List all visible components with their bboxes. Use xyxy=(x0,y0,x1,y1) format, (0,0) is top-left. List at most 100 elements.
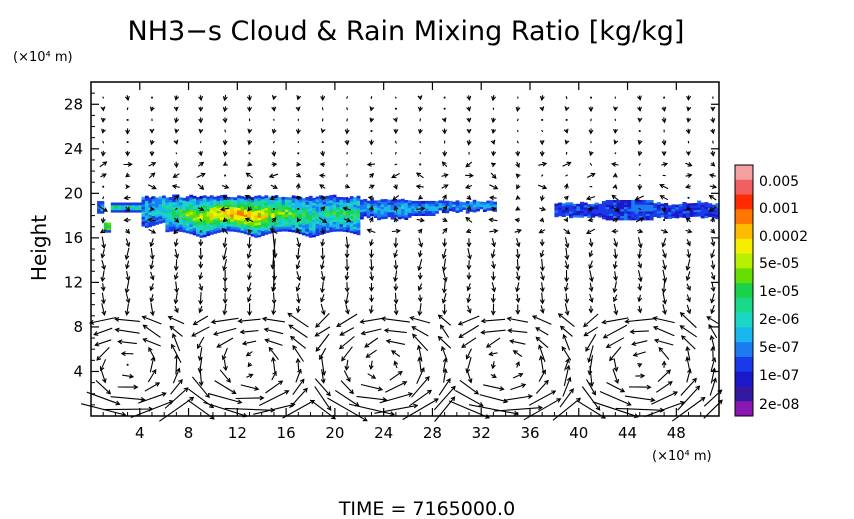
cloud-cell xyxy=(206,233,211,236)
wind-vector-head xyxy=(268,173,275,179)
cloud-cell xyxy=(401,201,405,204)
wind-vector xyxy=(143,324,161,338)
cloud-cell xyxy=(612,213,617,216)
cloud-cell xyxy=(131,202,135,206)
cloud-cell xyxy=(274,207,279,211)
wind-vector-head xyxy=(151,229,157,234)
cloud-cell xyxy=(715,203,720,206)
wind-vector-head xyxy=(637,297,643,303)
cloud-cell xyxy=(704,202,709,205)
colorbar-swatch xyxy=(735,312,753,328)
cloud-cell xyxy=(274,200,279,203)
wind-vector xyxy=(172,185,180,188)
cloud-cell xyxy=(587,204,592,207)
wind-vector xyxy=(171,344,182,363)
cloud-cell xyxy=(700,209,705,212)
cloud-cell xyxy=(561,205,566,209)
wind-vector-head xyxy=(245,172,251,178)
cloud-cell xyxy=(151,196,156,199)
cloud-cell xyxy=(209,214,214,218)
cloud-cell xyxy=(192,217,197,221)
cloud-cell xyxy=(572,203,577,207)
wind-vector-head xyxy=(441,117,447,123)
cloud-cell xyxy=(243,224,248,227)
cloud-cell xyxy=(284,201,289,205)
wind-vector xyxy=(191,326,210,337)
cloud-cell xyxy=(315,199,320,202)
wind-vector-head xyxy=(564,264,570,270)
wind-vector-head xyxy=(175,367,181,373)
wind-vector-head xyxy=(100,106,106,112)
wind-vector xyxy=(624,395,655,401)
cloud-cell xyxy=(278,202,282,205)
wind-vector-head xyxy=(247,128,253,134)
cloud-cell xyxy=(124,204,129,208)
cloud-cell xyxy=(339,214,344,217)
wind-vector-head xyxy=(685,184,691,189)
cloud-cell xyxy=(148,197,153,201)
cloud-cell xyxy=(254,217,258,221)
cloud-cell xyxy=(298,211,303,215)
wind-vector-head xyxy=(613,139,619,145)
cloud-cell xyxy=(158,206,163,209)
wind-vector-head xyxy=(369,297,374,303)
cloud-cell xyxy=(278,197,282,200)
wind-vector xyxy=(609,346,622,361)
wind-vector-head xyxy=(367,195,373,201)
cloud-cell xyxy=(428,208,433,212)
cloud-cell xyxy=(431,203,436,207)
wind-vector xyxy=(512,373,523,379)
wind-vector-head xyxy=(710,264,716,270)
wind-vector-head xyxy=(490,364,496,370)
wind-vector-head xyxy=(465,368,471,374)
wind-vector-head xyxy=(272,275,277,281)
cloud-cell xyxy=(298,226,303,230)
cloud-cell xyxy=(233,204,238,208)
cloud-cell xyxy=(346,229,351,233)
cloud-cell xyxy=(264,202,269,206)
cloud-cell xyxy=(291,195,296,199)
cloud-cell xyxy=(366,212,371,216)
wind-vector xyxy=(466,357,472,373)
wind-vector-head xyxy=(611,228,617,234)
wind-vector-head xyxy=(106,389,112,395)
cloud-cell xyxy=(609,217,614,221)
cloud-cell xyxy=(353,221,357,225)
wind-vector-head xyxy=(222,217,228,223)
cloud-cell xyxy=(325,203,330,206)
cloud-cell xyxy=(199,200,204,204)
cloud-cell xyxy=(179,224,183,227)
cloud-cell xyxy=(240,230,245,234)
wind-vector-head xyxy=(320,229,325,235)
cloud-cell xyxy=(302,232,306,236)
cloud-cell xyxy=(656,213,661,216)
cloud-cell xyxy=(312,200,316,203)
cloud-cell xyxy=(583,204,588,208)
wind-vector xyxy=(712,140,714,144)
wind-vector-head xyxy=(466,140,472,146)
cloud-cell xyxy=(175,221,180,225)
cloud-cell xyxy=(182,212,187,216)
cloud-cell xyxy=(448,203,453,207)
wind-vector-head xyxy=(101,244,107,250)
wind-vector-head xyxy=(409,315,415,321)
wind-vector-head xyxy=(465,162,471,168)
cloud-cell xyxy=(700,215,705,219)
cloud-cell xyxy=(192,225,197,228)
cloud-cell xyxy=(363,211,368,215)
cloud-cell xyxy=(264,195,269,199)
wind-vector-head xyxy=(101,310,107,317)
cloud-cell xyxy=(254,220,258,224)
wind-vector xyxy=(199,196,202,199)
cloud-cell xyxy=(445,200,450,204)
wind-vector-head xyxy=(587,206,593,212)
cloud-cell xyxy=(148,207,153,211)
cloud-cell xyxy=(336,204,340,208)
cloud-cell xyxy=(213,208,217,212)
cloud-cell xyxy=(329,229,334,233)
cloud-cell xyxy=(620,206,625,210)
cloud-cell xyxy=(144,210,149,214)
wind-vector xyxy=(172,333,181,352)
wind-vector-head xyxy=(465,216,471,222)
wind-vector xyxy=(565,207,568,211)
